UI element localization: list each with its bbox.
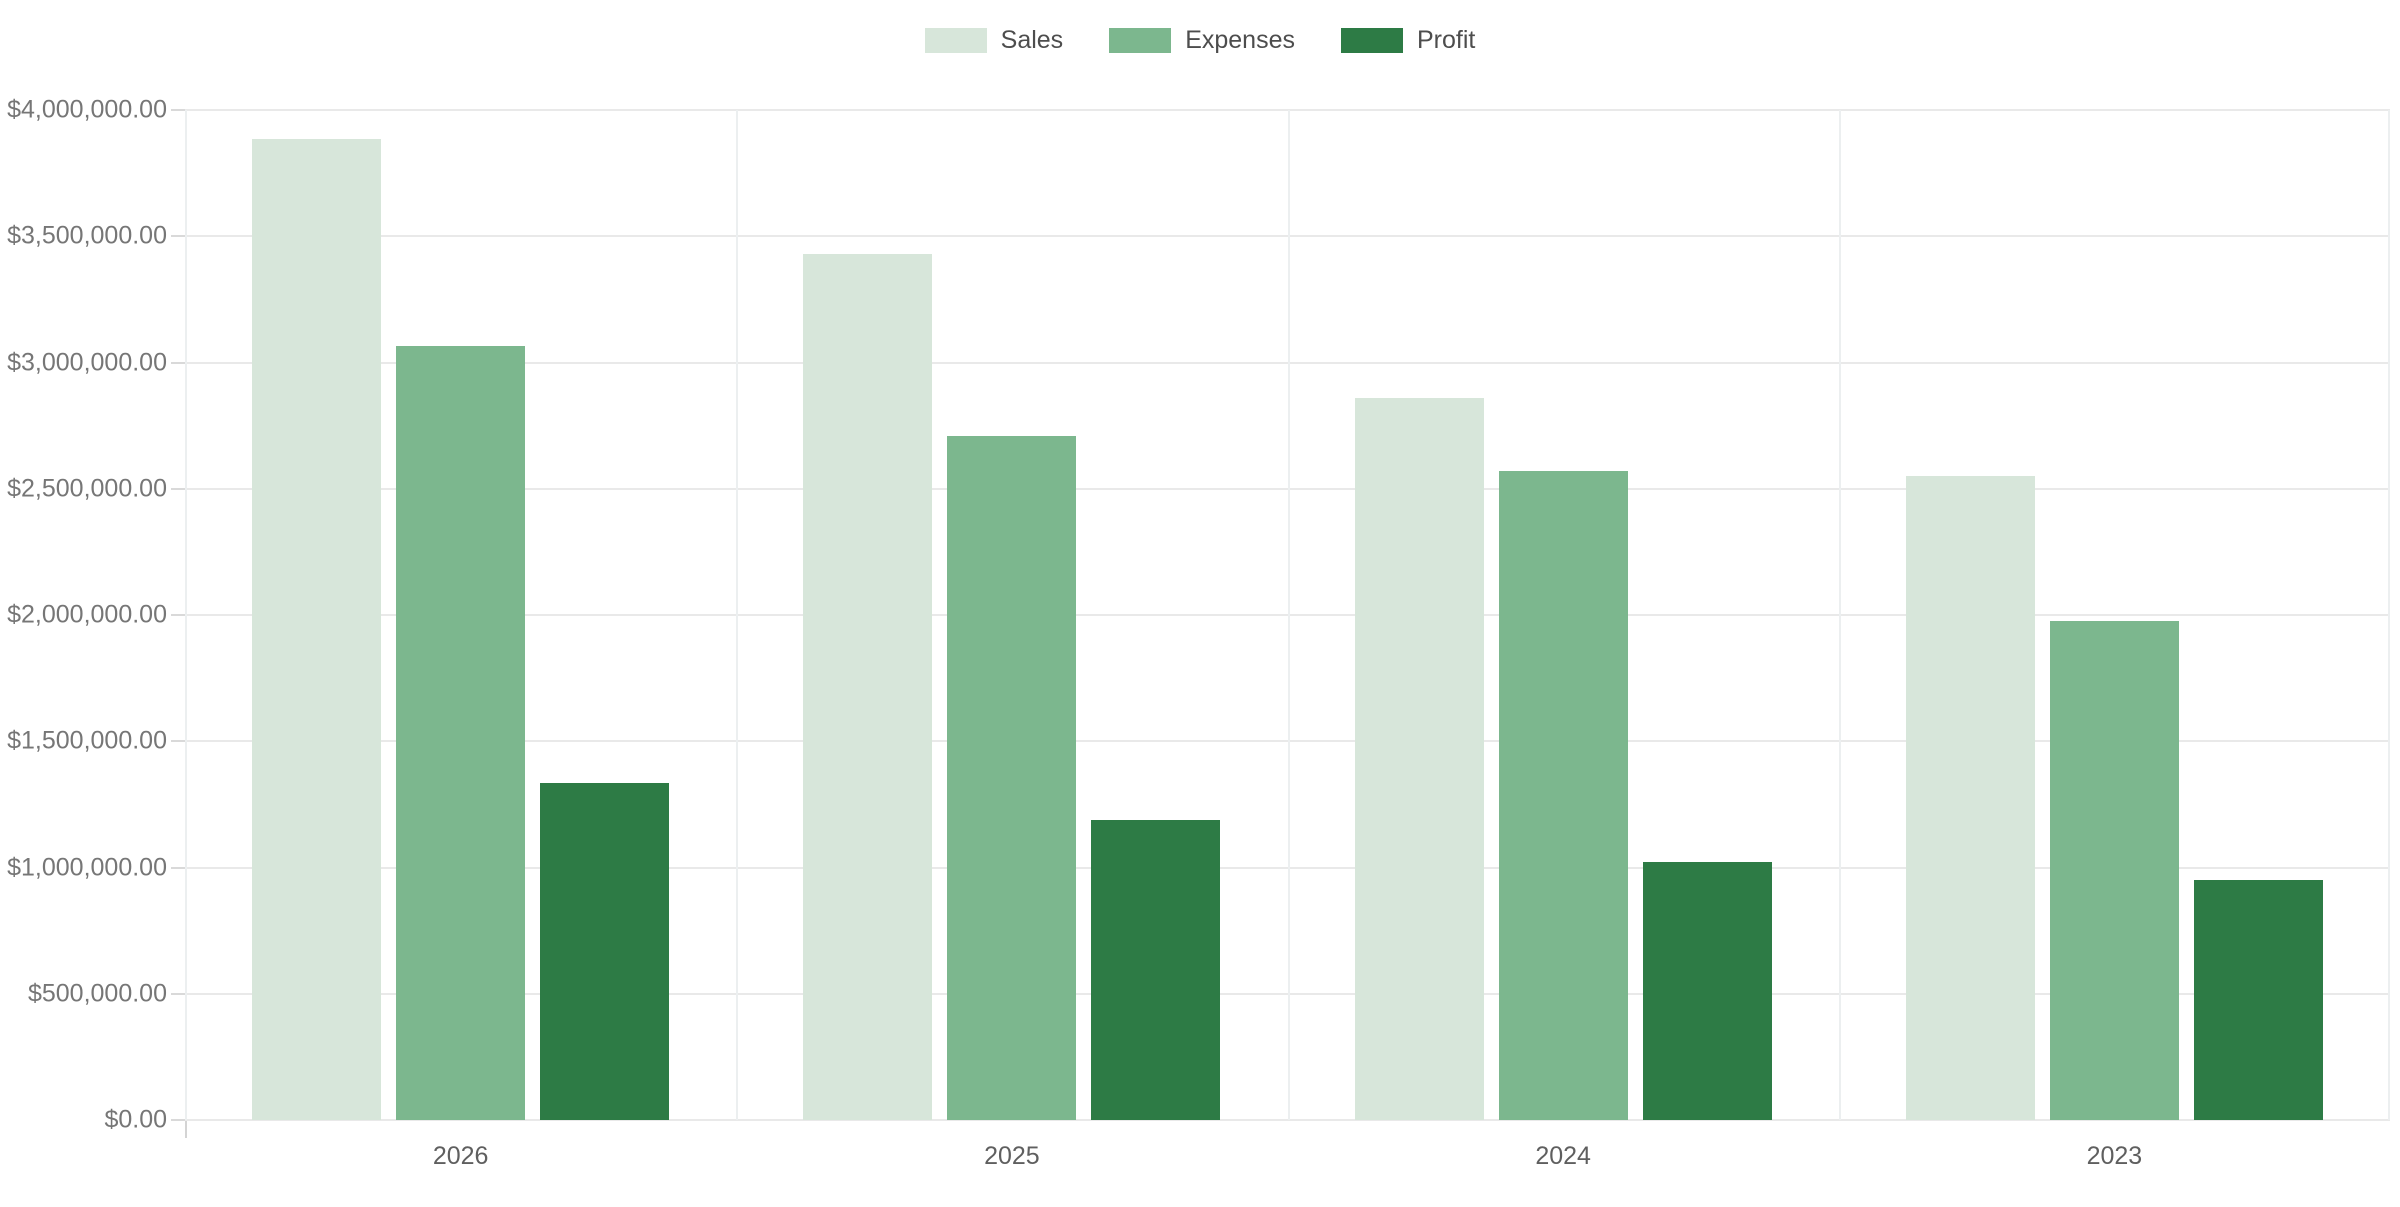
y-axis-tick [171,992,185,995]
y-tick-label: $0.00 [104,1105,167,1134]
vertical-gridline [1838,110,1841,1120]
bar-expenses-2026[interactable] [396,346,526,1120]
bar-profit-2023[interactable] [2193,880,2323,1120]
y-axis-tick [171,614,185,616]
x-tick-label-2023: 2023 [2086,1142,2143,1170]
y-tick-label: $4,000,000.00 [7,95,167,124]
bar-profit-2026[interactable] [540,782,670,1120]
bar-group-2023 [1839,110,2390,1120]
y-tick-label: $2,500,000.00 [7,474,167,503]
vertical-gridline [2388,110,2390,1120]
legend-item-expenses: Expenses [1109,28,1295,53]
x-tick-label-2026: 2026 [432,1142,489,1170]
bar-profit-2025[interactable] [1091,819,1221,1120]
legend-label-profit: Profit [1416,26,1476,54]
bar-expenses-2024[interactable] [1498,471,1628,1120]
bar-sales-2026[interactable] [252,139,382,1120]
y-axis-tick [171,487,185,490]
y-axis-tick [171,235,185,238]
y-axis-tick [171,361,185,364]
y-tick-label: $3,000,000.00 [7,348,167,376]
legend-swatch-expenses-icon [1109,28,1172,53]
y-tick-label: $1,500,000.00 [7,726,167,755]
horizontal-gridline [185,1119,2390,1121]
bar-sales-2024[interactable] [1354,397,1484,1120]
x-tick-label-2025: 2025 [984,1142,1040,1170]
y-axis-tick [171,1119,185,1121]
legend-item-sales: Sales [924,26,1064,54]
bar-group-2024 [1288,110,1839,1120]
x-axis-labels: 2026 2025 2024 2023 [185,1142,2390,1182]
vertical-gridline [185,110,187,1120]
x-tick-label-2024: 2024 [1535,1142,1591,1170]
plot-area [185,109,2390,1121]
vertical-gridline [736,110,739,1120]
legend-swatch-sales-icon [924,28,987,53]
bar-sales-2025[interactable] [803,253,933,1120]
bar-expenses-2025[interactable] [947,435,1077,1120]
y-axis-tick [171,740,185,743]
legend-item-profit: Profit [1340,26,1476,54]
legend-swatch-profit-icon [1340,28,1403,53]
bar-group-2026 [185,110,736,1120]
y-tick-label: $2,000,000.00 [7,600,167,629]
legend-label-sales: Sales [1000,26,1064,54]
chart-legend: Sales Expenses Profit [0,28,2400,53]
bar-profit-2024[interactable] [1642,862,1772,1120]
y-tick-label: $500,000.00 [27,979,167,1008]
y-tick-label: $1,000,000.00 [7,853,167,881]
bar-sales-2023[interactable] [1905,476,2035,1120]
vertical-gridline [1287,110,1290,1120]
y-axis-tick [171,866,185,869]
y-axis-tick [171,109,185,111]
legend-label-expenses: Expenses [1185,26,1295,54]
bar-group-2025 [736,110,1287,1120]
y-axis-labels: $0.00 $500,000.00 $1,000,000.00 $1,500,000.… [0,96,167,1134]
bar-expenses-2023[interactable] [2049,621,2179,1120]
y-tick-label: $3,500,000.00 [7,221,167,250]
